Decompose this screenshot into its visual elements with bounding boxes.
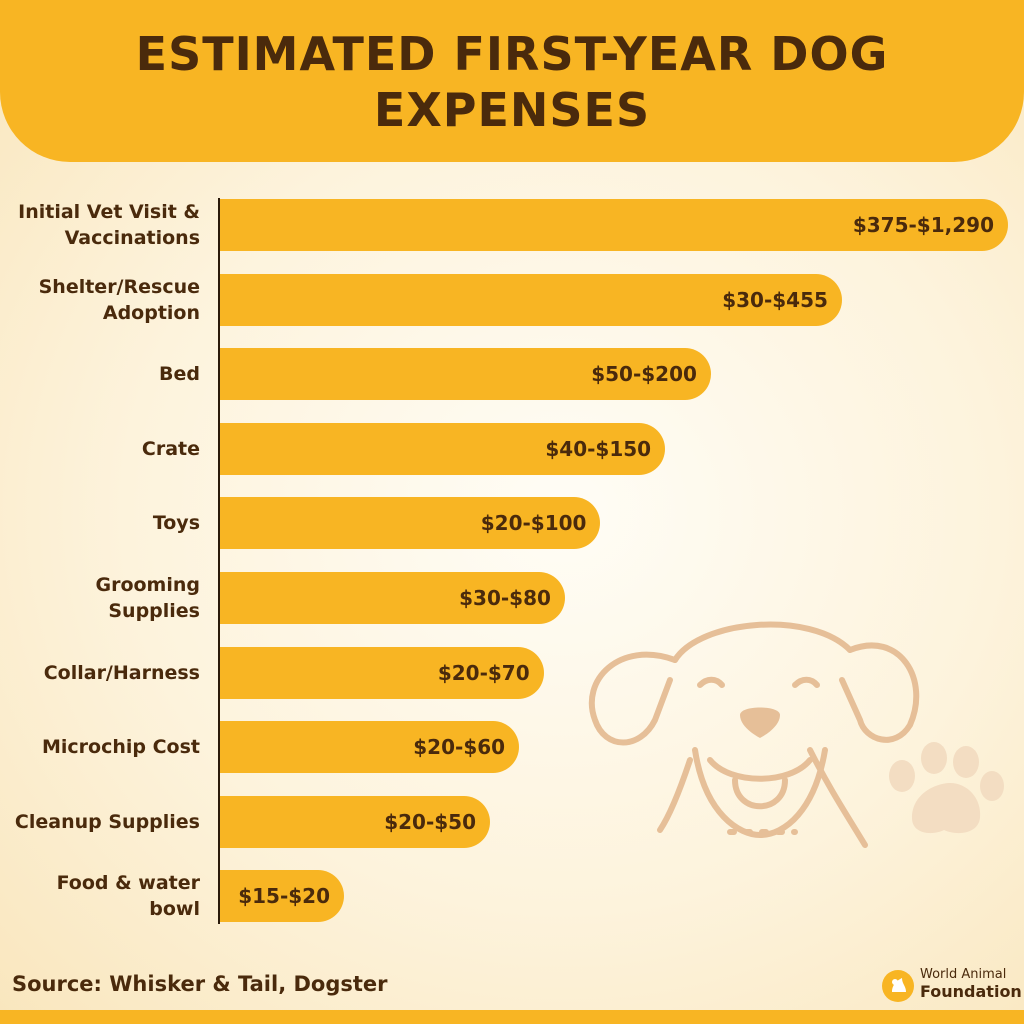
category-label: Cleanup Supplies — [14, 810, 200, 833]
category-label: Grooming Supplies — [95, 574, 200, 622]
category-label: Toys — [152, 512, 200, 535]
source-note: Source: Whisker & Tail, Dogster — [12, 972, 388, 996]
bar-value-label: $375-$1,290 — [852, 213, 994, 237]
bar-value-label: $20-$50 — [384, 809, 477, 834]
bar-value-label: $20-$100 — [480, 511, 587, 536]
bar — [220, 646, 544, 699]
bar — [220, 422, 666, 475]
title-banner: ESTIMATED FIRST-YEAR DOG EXPENSES — [0, 0, 1024, 162]
bar-value-label: $30-$455 — [722, 287, 828, 312]
foundation-logo-icon — [882, 970, 914, 1002]
category-label: Microchip Cost — [41, 736, 200, 759]
brand-name-line-2: Foundation — [920, 982, 1022, 1001]
bar-value-label: $50-$200 — [591, 362, 697, 387]
bar — [220, 870, 344, 923]
category-label: Crate — [141, 437, 200, 460]
category-label: Shelter/Rescue Adoption — [38, 275, 200, 324]
category-axis-line — [218, 198, 220, 924]
dog-face-icon — [588, 621, 920, 848]
footer-bar — [0, 1010, 1024, 1024]
bar — [220, 721, 520, 774]
bar — [220, 199, 1008, 251]
bar-value-label: $15-$20 — [238, 884, 330, 909]
bar — [220, 273, 842, 326]
paw-print-icon — [889, 742, 1004, 834]
brand-name-line-1: World Animal — [920, 967, 1007, 982]
brand-logo: World Animal Foundation — [880, 966, 1022, 1004]
category-label: Food & water bowl — [56, 872, 200, 921]
chart-title: ESTIMATED FIRST-YEAR DOG EXPENSES — [135, 27, 889, 137]
bar — [220, 572, 565, 624]
category-label: Bed — [159, 363, 200, 386]
bar — [220, 497, 601, 550]
category-label: Collar/Harness — [43, 661, 200, 684]
bar-value-label: $40-$150 — [545, 436, 652, 461]
bar-value-label: $20-$60 — [413, 735, 506, 760]
bar — [220, 348, 711, 401]
bar-value-label: $20-$70 — [437, 660, 530, 685]
category-label: Initial Vet Visit & Vaccinations — [18, 201, 200, 249]
bar — [220, 795, 491, 848]
bar-value-label: $30-$80 — [459, 586, 551, 610]
